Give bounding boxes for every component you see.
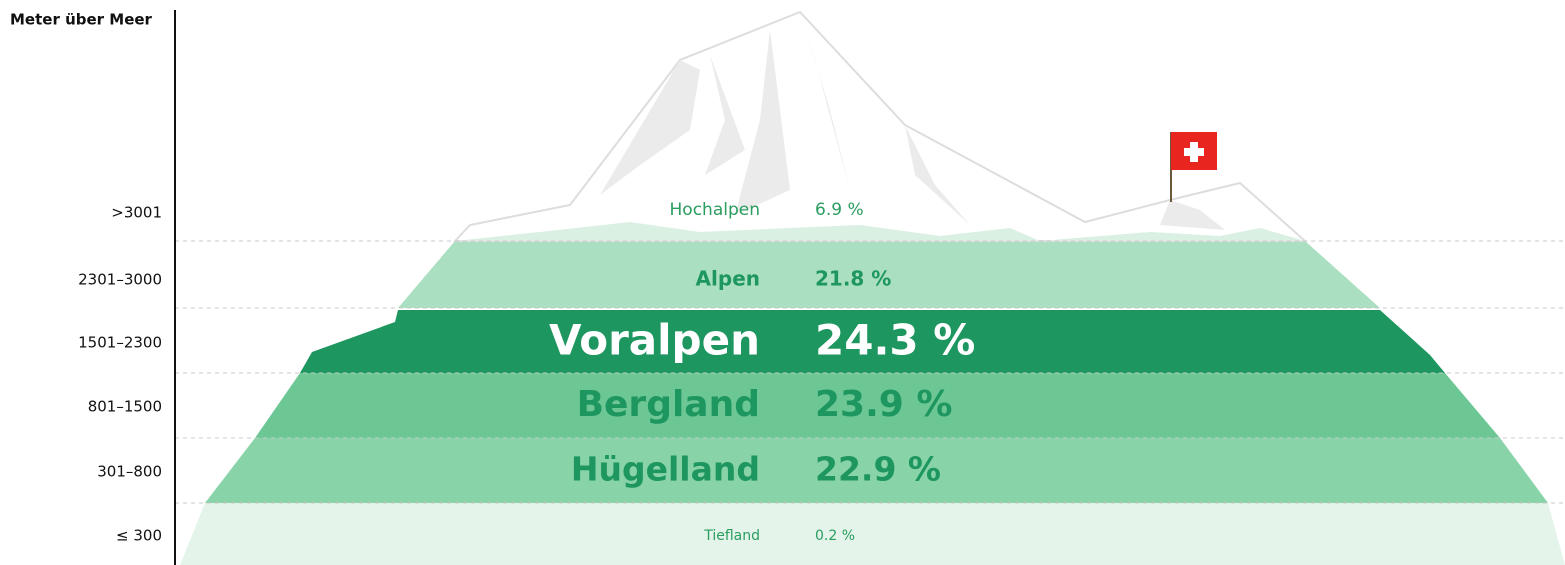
band-name: Tiefland [703,528,760,544]
band-share: 24.3 % [815,316,975,365]
band-share: 23.9 % [815,384,952,425]
band-name: Alpen [696,267,760,291]
range-label: 301–800 [97,463,162,481]
band-share: 21.8 % [815,267,891,291]
range-label: 801–1500 [88,398,162,416]
range-label: 1501–2300 [78,334,162,352]
band-share: 22.9 % [815,450,941,489]
band-share: 0.2 % [815,528,855,544]
axis-title: Meter über Meer [10,11,153,29]
altitude-diagram: Meter über Meer >3001 2301–3000 1501–230… [0,0,1565,565]
band-name: Bergland [577,384,760,425]
band-share: 6.9 % [815,200,864,220]
band-name: Hügelland [571,450,760,489]
band-name: Hochalpen [670,200,760,220]
range-label: >3001 [111,204,162,222]
range-label: ≤ 300 [116,527,162,545]
range-label: 2301–3000 [78,271,162,289]
band-name: Voralpen [549,316,760,365]
tiefland-band [180,503,1565,565]
